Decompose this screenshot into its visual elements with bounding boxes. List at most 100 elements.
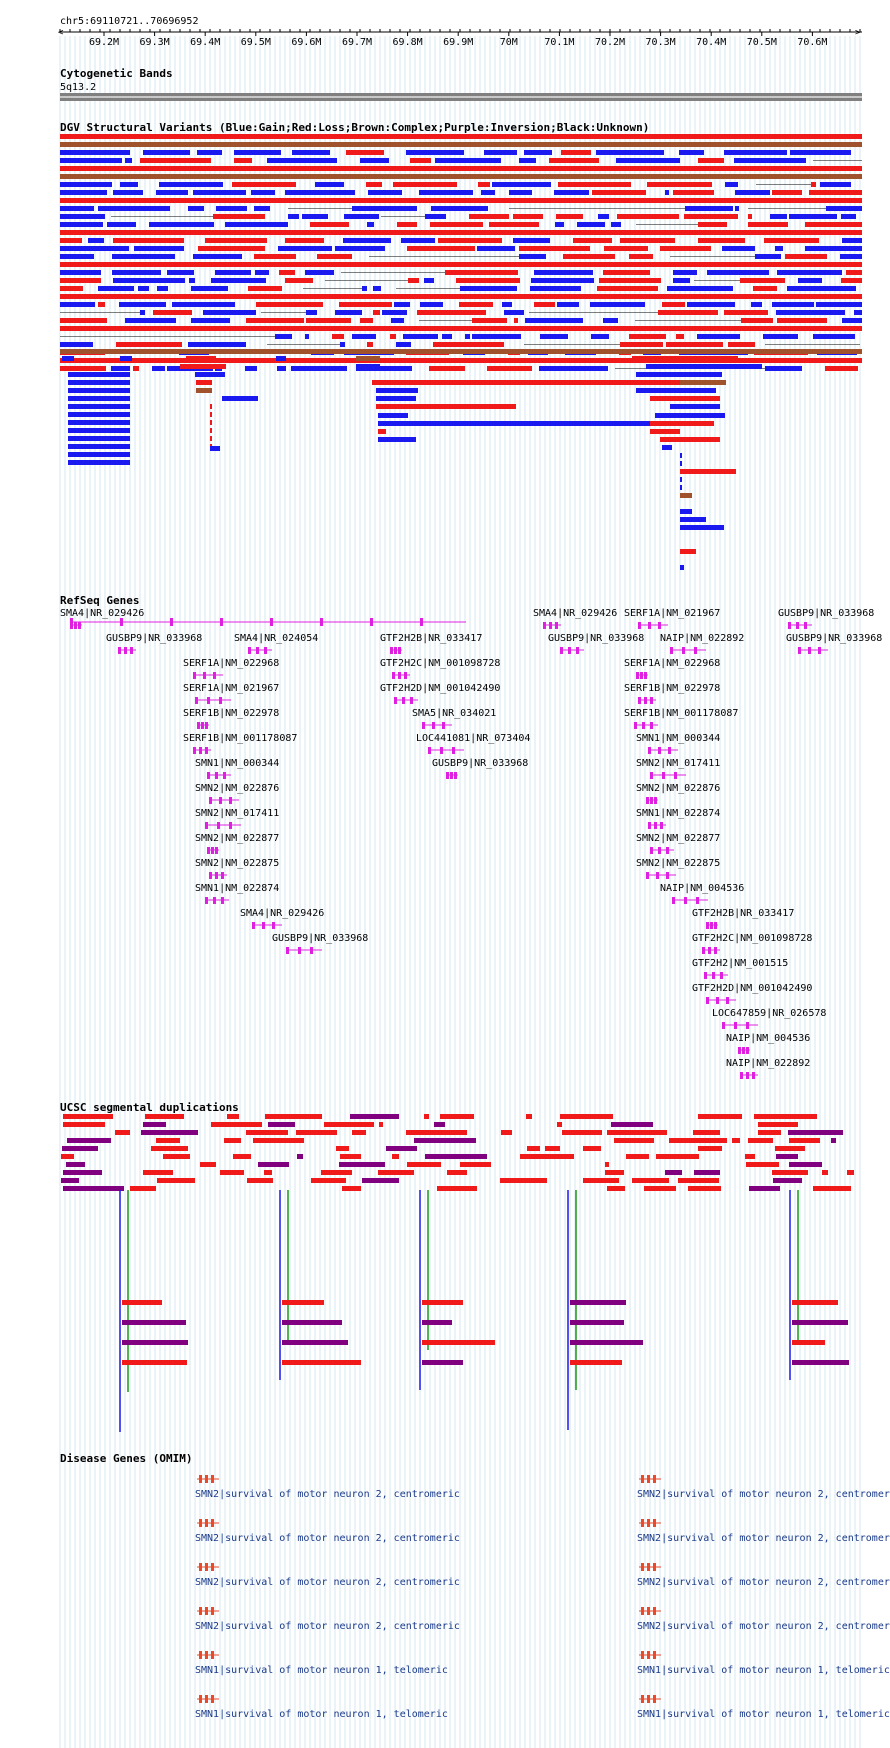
dgv-variant-bar [597, 286, 658, 291]
dgv-variant-bar [113, 190, 143, 195]
segdup-bar [122, 1300, 162, 1305]
segdup-bar [143, 1122, 166, 1127]
gene-label: GUSBP9|NR_033968 [432, 758, 528, 769]
dgv-variant-bar [275, 334, 292, 339]
gene-exon [428, 747, 431, 754]
segdup-bar [570, 1300, 626, 1305]
dgv-variant-bar [68, 420, 130, 425]
dgv-variant-bar [367, 222, 374, 227]
dgv-variant-bar [167, 270, 194, 275]
dgv-variant-bar [153, 310, 192, 315]
dgv-variant-bar [460, 286, 517, 291]
dgv-variant-bar [558, 182, 631, 187]
segdup-bar [258, 1162, 289, 1167]
segdup-bar [788, 1130, 843, 1135]
gene-exon [229, 822, 232, 829]
gene-label: GTF2H2C|NM_001098728 [380, 658, 500, 669]
cytoband-track: Cytogenetic Bands 5q13.2 [60, 67, 862, 101]
gene-label: SMN2|NM_022876 [636, 783, 720, 794]
segdup-bar [282, 1300, 324, 1305]
segdup-bar [847, 1170, 854, 1175]
segdup-bar [626, 1154, 649, 1159]
gene-exon [74, 622, 77, 629]
dgv-variant-bar [790, 150, 851, 155]
omim-gene-exon [211, 1607, 214, 1615]
dgv-variant-bar [339, 302, 392, 307]
gene-exon [422, 722, 425, 729]
dgv-variant-bar [68, 388, 130, 393]
ruler-position: chr5:69110721..70696952 [60, 16, 198, 27]
dgv-variant-bar [687, 302, 735, 307]
segdup-bar [163, 1154, 190, 1159]
segdup-bar [62, 1146, 98, 1151]
gene-exon [654, 797, 657, 804]
dgv-variant-bar [396, 342, 411, 347]
dgv-variant-bar [216, 206, 247, 211]
gene-exon [219, 797, 222, 804]
ruler-tick-label: 70M [500, 37, 518, 48]
gene-exon [223, 772, 226, 779]
dgv-variant-bar [658, 310, 718, 315]
omim-gene-exon [199, 1651, 202, 1659]
dgv-variant-bar [611, 222, 621, 227]
dgv-variant-bar [186, 356, 216, 361]
dgv-variant-bar [805, 246, 862, 251]
dgv-variant-bar [188, 342, 246, 347]
dgv-variant-bar [285, 278, 313, 283]
gene-exon [404, 672, 407, 679]
dgv-variant-bar [676, 334, 684, 339]
dgv-title: DGV Structural Variants (Blue:Gain;Red:L… [60, 121, 649, 134]
gene-exon [666, 872, 669, 879]
dgv-variant-bar [188, 206, 204, 211]
gene-exon [370, 618, 373, 626]
dgv-variant-bar [376, 404, 516, 409]
dgv-variant-bar [68, 460, 130, 465]
dgv-variant-bar [592, 190, 646, 195]
segdup-bar [605, 1170, 624, 1175]
gene-exon [644, 672, 647, 679]
dgv-variant-bar [679, 150, 704, 155]
segdup-bar [698, 1114, 742, 1119]
dgv-variant-bar [362, 286, 367, 291]
dgv-variant-bar [366, 182, 382, 187]
gene-exon [450, 772, 453, 779]
segdup-bar [560, 1114, 613, 1119]
dgv-variant-bar [248, 286, 282, 291]
dgv-variant-bar [811, 182, 816, 187]
gene-exon [229, 797, 232, 804]
dgv-variant-bar [646, 364, 762, 369]
segdup-bar [570, 1340, 643, 1345]
gene-exon [390, 647, 393, 654]
segdup-bar [656, 1154, 699, 1159]
segdup-bar [130, 1186, 156, 1191]
segdup-bar [145, 1114, 184, 1119]
segdup-bar [440, 1114, 474, 1119]
dgv-variant-bar [196, 380, 212, 385]
gene-exon [668, 747, 671, 754]
cytoband-title: Cytogenetic Bands [60, 67, 173, 80]
segdup-bar [282, 1320, 342, 1325]
gene-label: SMN1|NM_022874 [636, 808, 720, 819]
dgv-variant-bar [636, 388, 716, 393]
gene-exon [262, 922, 265, 929]
dgv-variant-bar [193, 254, 242, 259]
gene-exon [658, 847, 661, 854]
gene-exon [432, 722, 435, 729]
dgv-variant-bar [68, 380, 130, 385]
segdup-bar [447, 1170, 467, 1175]
omim-gene-exon [205, 1695, 208, 1703]
dgv-variant-bar [391, 318, 404, 323]
dgv-variant-bar [697, 334, 740, 339]
dgv-variant-bar [378, 429, 386, 434]
dgv-variant-bar [195, 372, 225, 377]
gene-label: SMN2|NM_022876 [195, 783, 279, 794]
dgv-variant-bar [360, 318, 373, 323]
omim-entry-label: SMN1|survival of motor neuron 1, telomer… [195, 1665, 448, 1676]
dgv-variant-bar [707, 270, 769, 275]
gene-exon [252, 922, 255, 929]
dgv-variant-bar [315, 182, 344, 187]
dgv-variant-bar [373, 310, 380, 315]
segdup-bar [694, 1170, 720, 1175]
gene-exon [211, 847, 214, 854]
gene-exon [642, 722, 645, 729]
